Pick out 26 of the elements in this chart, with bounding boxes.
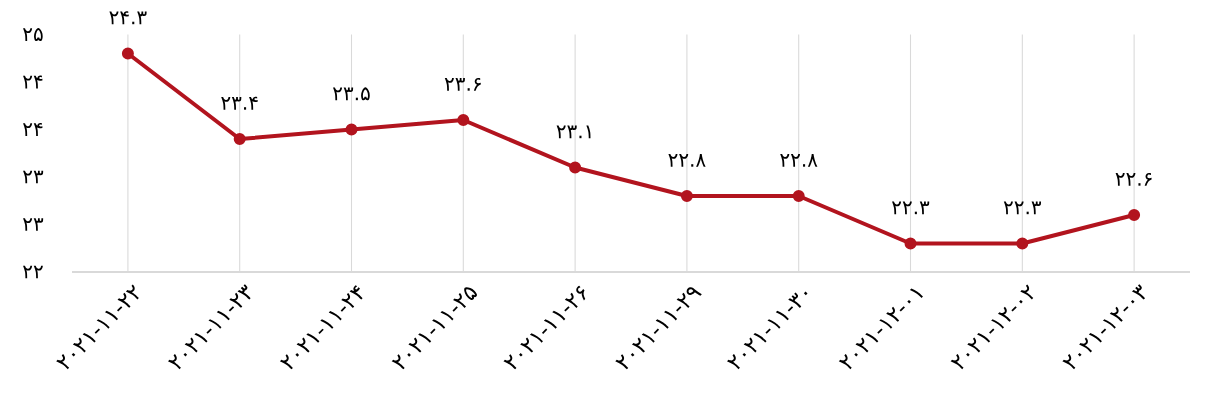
point (569, 161, 582, 174)
data-label: ۲۳.۵ (333, 87, 370, 101)
data-label: ۲۴.۳ (109, 11, 147, 25)
y-tick-label: ۲۳ (23, 218, 44, 231)
data-label: ۲۳.۶ (444, 77, 481, 91)
data-label: ۲۳.۴ (221, 96, 258, 110)
y-tick-label: ۲۵ (23, 28, 43, 42)
point (345, 123, 358, 136)
point (904, 237, 917, 250)
point (457, 114, 470, 127)
point (121, 47, 134, 60)
data-label: ۲۲.۸ (780, 153, 818, 167)
data-label: ۲۳.۱ (556, 125, 591, 139)
data-label: ۲۲.۳ (892, 201, 930, 215)
y-tick-label: ۲۲ (23, 265, 43, 279)
point (680, 190, 693, 203)
point (792, 190, 805, 203)
y-tick-label: ۲۴ (23, 75, 43, 89)
data-label: ۲۲.۸ (668, 153, 706, 167)
y-tick-label: ۲۳ (23, 170, 44, 184)
data-label: ۲۲.۳ (1003, 201, 1042, 215)
point (233, 133, 246, 146)
data-label: ۲۲.۶ (1115, 172, 1152, 186)
point (1016, 237, 1029, 250)
point (1128, 209, 1141, 222)
y-tick-label: ۲۴ (23, 123, 43, 136)
